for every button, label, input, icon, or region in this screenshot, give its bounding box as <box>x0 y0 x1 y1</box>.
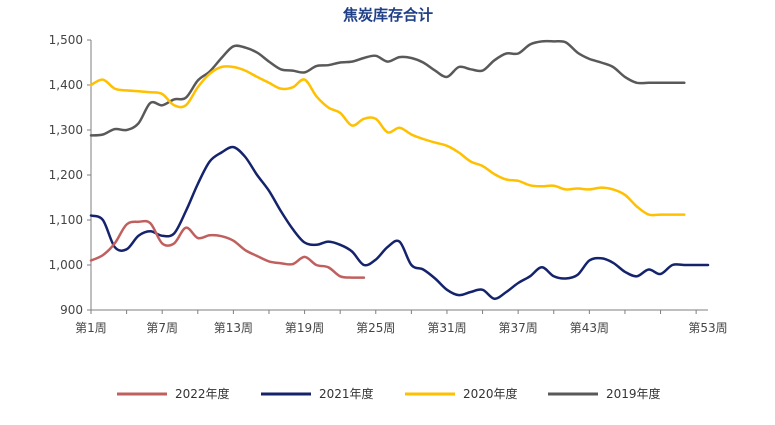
y-tick-label: 900 <box>60 303 83 317</box>
x-tick-label: 第37周 <box>499 321 538 335</box>
y-tick-label: 1,400 <box>49 78 83 92</box>
x-tick-label: 第13周 <box>214 321 253 335</box>
y-tick-label: 1,500 <box>49 33 83 47</box>
y-tick-label: 1,000 <box>49 258 83 272</box>
x-tick-label: 第1周 <box>75 321 107 335</box>
x-tick-label: 第19周 <box>285 321 324 335</box>
chart-title: 焦炭库存合计 <box>342 6 433 24</box>
y-tick-label: 1,300 <box>49 123 83 137</box>
axes: 900 1,000 1,100 1,200 1,300 1,400 1,500 第1周 第7周 第… <box>49 33 728 335</box>
plot-area <box>89 39 710 301</box>
x-tick-label: 第25周 <box>356 321 395 335</box>
legend: 2022年度 2021年度 2020年度 2019年度 <box>117 386 661 401</box>
series-line-2019年度 <box>89 39 686 137</box>
y-tick-label: 1,100 <box>49 213 83 227</box>
legend-label: 2022年度 <box>175 386 230 401</box>
legend-label: 2019年度 <box>606 386 661 401</box>
x-tick-label: 第7周 <box>146 321 178 335</box>
legend-label: 2021年度 <box>319 386 374 401</box>
x-tick-label: 第53周 <box>688 321 727 335</box>
series-line-2022年度 <box>89 219 366 279</box>
y-tick-label: 1,200 <box>49 168 83 182</box>
x-tick-label: 第43周 <box>570 321 609 335</box>
legend-label: 2020年度 <box>463 386 518 401</box>
series-line-2021年度 <box>89 145 710 301</box>
x-tick-label: 第31周 <box>427 321 466 335</box>
series-line-2020年度 <box>89 65 686 217</box>
